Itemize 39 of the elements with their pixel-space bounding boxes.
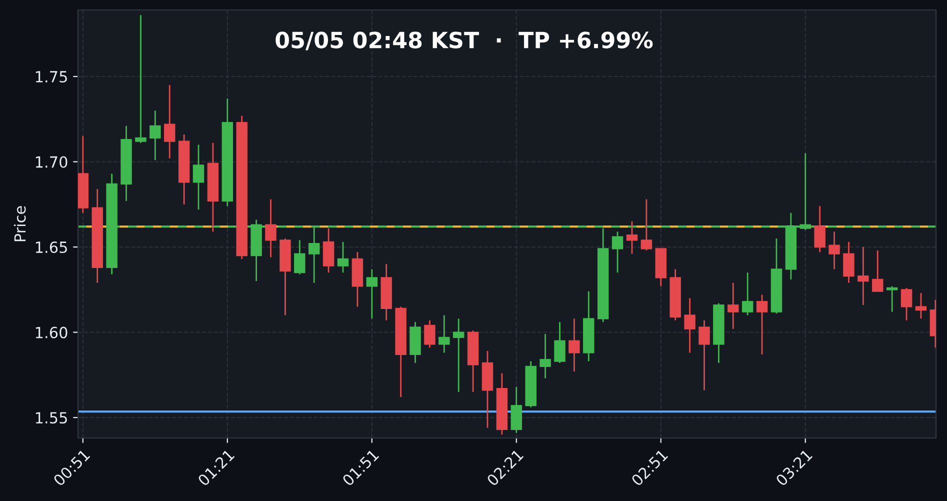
candlestick [612, 230, 624, 274]
candlestick [510, 386, 522, 434]
y-tick-label: 1.70 [36, 156, 68, 168]
candlestick [828, 230, 840, 270]
candlestick [626, 220, 638, 255]
candlestick [438, 314, 450, 354]
candlestick [192, 144, 204, 210]
candlestick [554, 321, 566, 364]
candlestick [640, 198, 652, 252]
candlestick [814, 205, 826, 253]
candlestick [698, 320, 710, 391]
candlestick [164, 84, 176, 160]
y-tick-label: 1.65 [36, 241, 67, 254]
candlestick [540, 333, 551, 380]
candlestick [843, 241, 854, 284]
candlestick [756, 294, 768, 356]
candlestick [858, 246, 869, 306]
candlestick [265, 198, 276, 258]
candlestick [294, 240, 306, 275]
candlestick [424, 320, 436, 348]
candlestick [886, 286, 898, 313]
candlestick [322, 228, 334, 274]
y-tick-label: 1.75 [36, 71, 67, 83]
candlestick [366, 268, 378, 320]
candlestick [568, 318, 580, 372]
text: 05/05 02:48 KST · TP +6.99% [276, 32, 653, 50]
candlestick [742, 272, 754, 316]
y-axis-title: Price [14, 206, 26, 242]
y-tick-label: 1.55 [36, 412, 67, 424]
candlestick [728, 282, 739, 330]
candlestick [452, 318, 464, 393]
candlestick [150, 110, 161, 161]
candlestick [900, 287, 912, 322]
candlestick [872, 250, 884, 292]
candlestick [135, 14, 146, 144]
candlestick [915, 292, 927, 320]
y-tick-label: 1.60 [36, 326, 68, 338]
candlestick [337, 241, 349, 274]
candlestick [684, 297, 696, 354]
